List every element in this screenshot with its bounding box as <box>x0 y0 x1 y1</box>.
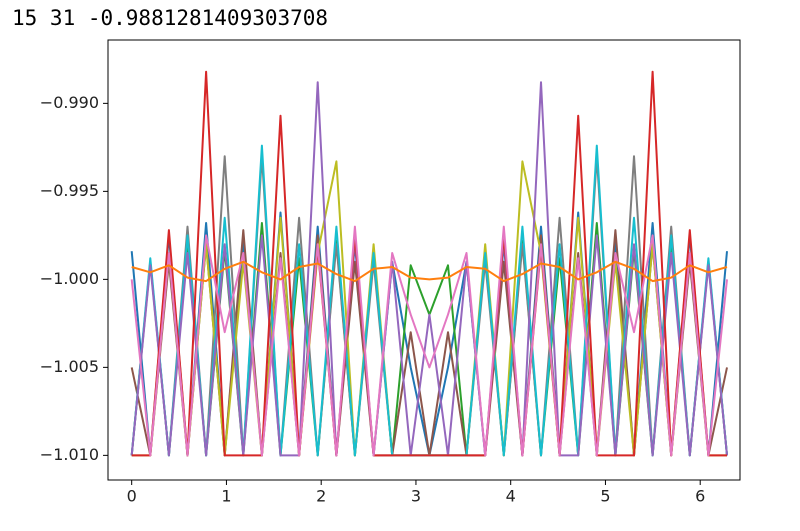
x-tick-label: 4 <box>506 487 516 506</box>
output-text: 15 31 -0.9881281409303708 <box>12 6 329 30</box>
x-tick-label: 0 <box>127 487 137 506</box>
x-tick-label: 3 <box>411 487 421 506</box>
x-tick-label: 2 <box>316 487 326 506</box>
x-tick-label: 6 <box>695 487 705 506</box>
series-line <box>130 81 728 457</box>
series-line <box>130 225 728 457</box>
x-tick-label: 1 <box>221 487 231 506</box>
x-tick-label: 5 <box>600 487 610 506</box>
axes-frame <box>107 39 741 481</box>
y-tick-label: −0.995 <box>40 181 99 200</box>
plot-area <box>130 70 728 457</box>
y-tick-label: −0.990 <box>40 93 99 112</box>
series-line <box>131 70 727 457</box>
y-tick-label: −1.005 <box>40 357 99 376</box>
y-tick-label: −1.000 <box>40 269 99 288</box>
y-tick-label: −1.010 <box>40 445 99 464</box>
series-line <box>131 260 728 283</box>
